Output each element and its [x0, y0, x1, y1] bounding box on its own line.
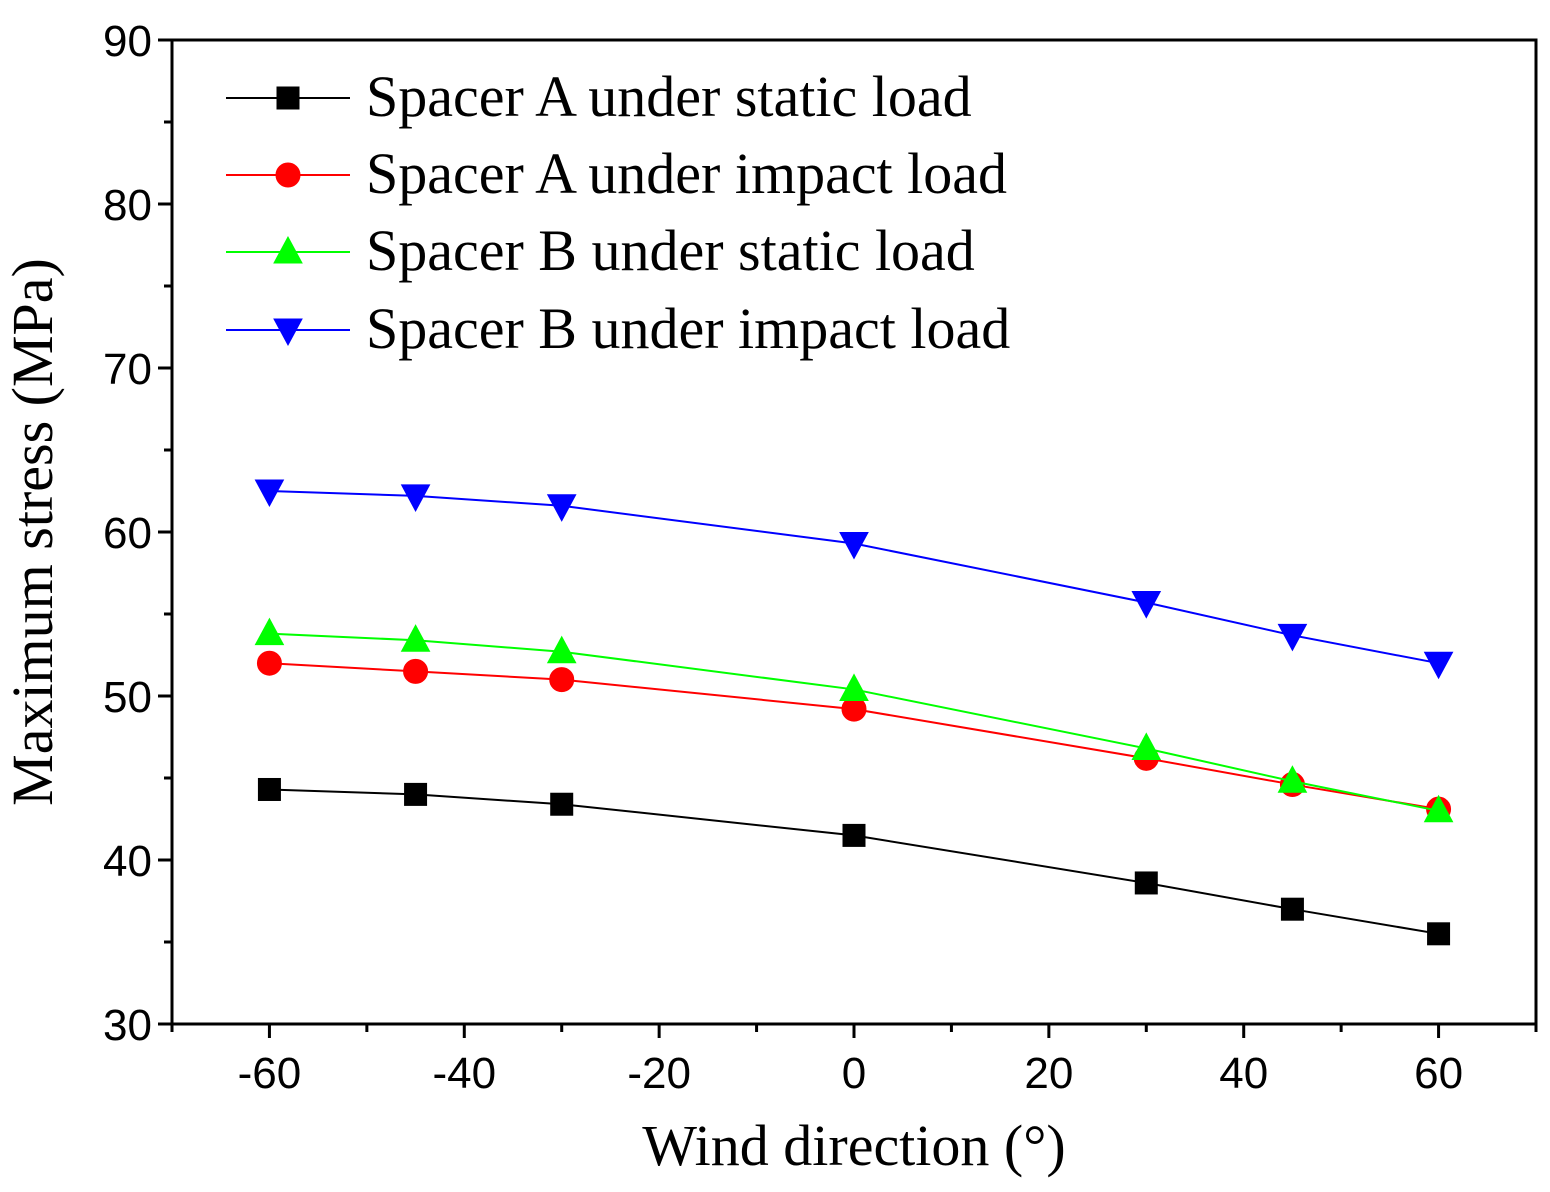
- data-point: [549, 667, 575, 693]
- legend-marker: [276, 86, 300, 110]
- data-point: [839, 673, 869, 701]
- data-point: [1427, 922, 1451, 946]
- series-4: [254, 479, 1454, 680]
- y-tick-label: 70: [103, 345, 152, 394]
- legend-item: Spacer B under static load: [226, 218, 975, 283]
- data-point: [1134, 871, 1158, 895]
- data-point: [546, 635, 577, 664]
- y-tick-label: 40: [103, 837, 152, 886]
- data-point: [404, 782, 428, 806]
- data-point: [1277, 765, 1308, 793]
- y-tick-label: 90: [103, 17, 152, 66]
- legend-item: Spacer A under static load: [226, 64, 972, 129]
- data-point: [1280, 897, 1304, 921]
- y-tick-label: 30: [103, 1001, 152, 1050]
- x-tick-label: -40: [432, 1049, 496, 1098]
- data-point: [256, 650, 282, 676]
- series-1: [257, 777, 1451, 946]
- x-tick-label: -20: [627, 1049, 691, 1098]
- data-point: [400, 484, 431, 512]
- legend-marker: [275, 162, 301, 188]
- ticks-layer: -60 -40 -20 0 20 40 60 30 40 50 60 70 80 90: [103, 17, 1538, 1098]
- legend-label: Spacer A under static load: [366, 64, 972, 129]
- x-tick-label: -60: [238, 1049, 302, 1098]
- x-axis-label: Wind direction (°): [642, 1113, 1066, 1178]
- legend-label: Spacer B under impact load: [366, 296, 1010, 361]
- y-tick-label: 60: [103, 509, 152, 558]
- data-point: [546, 494, 577, 522]
- data-point: [400, 624, 431, 652]
- legend-marker: [273, 235, 303, 264]
- data-point: [839, 531, 869, 560]
- x-tick-label: 0: [842, 1049, 866, 1098]
- data-point: [1131, 732, 1162, 760]
- x-tick-label: 40: [1219, 1049, 1268, 1098]
- legend-label: Spacer B under static load: [366, 218, 975, 283]
- y-axis-label: Maximum stress (MPa): [0, 258, 65, 806]
- series-layer: [254, 479, 1454, 946]
- data-point: [1131, 591, 1162, 619]
- series-line: [269, 788, 1439, 935]
- x-tick-label: 60: [1414, 1049, 1463, 1098]
- data-point: [254, 479, 285, 508]
- series-line: [269, 632, 1439, 812]
- legend: Spacer A under static load Spacer A under…: [226, 64, 1010, 361]
- data-point: [1423, 651, 1454, 680]
- data-point: [254, 617, 285, 646]
- series-line: [269, 490, 1439, 665]
- legend-item: Spacer B under impact load: [226, 296, 1010, 361]
- legend-item: Spacer A under impact load: [226, 141, 1007, 206]
- legend-marker: [273, 318, 303, 347]
- legend-label: Spacer A under impact load: [366, 141, 1007, 206]
- data-point: [1277, 623, 1308, 652]
- data-point: [1423, 794, 1454, 823]
- series-3: [254, 617, 1454, 823]
- x-tick-label: 20: [1024, 1049, 1073, 1098]
- data-point: [403, 658, 429, 684]
- data-point: [550, 792, 574, 816]
- y-tick-label: 50: [103, 673, 152, 722]
- data-point: [257, 777, 281, 801]
- data-point: [842, 823, 866, 847]
- y-tick-label: 80: [103, 181, 152, 230]
